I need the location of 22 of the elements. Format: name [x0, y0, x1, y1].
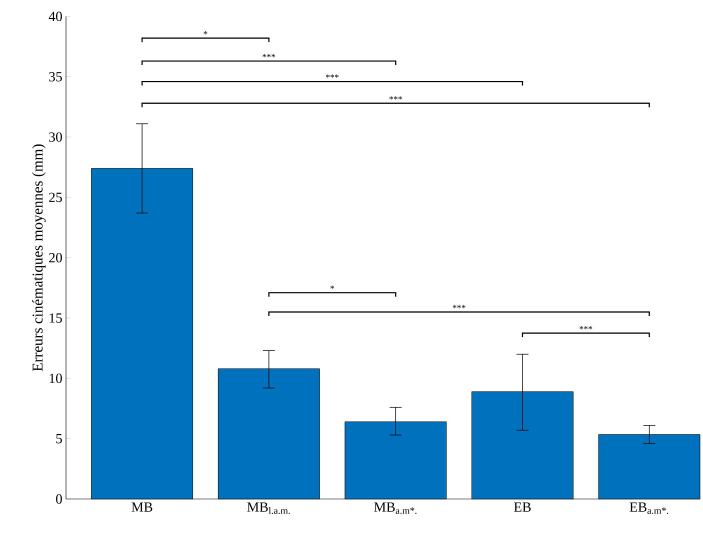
y-tick-label: 10 — [50, 374, 62, 384]
annotation: *** — [580, 326, 592, 330]
annotation: * — [330, 286, 334, 289]
annotation: * — [204, 31, 208, 34]
annotation: *** — [452, 304, 466, 308]
annotation: *** — [262, 54, 276, 58]
x-tick-label: MB — [132, 502, 152, 512]
y-axis-title: Erreurs cinématiques moyennes (mm) — [32, 144, 46, 372]
y-tick-label: 40 — [48, 12, 62, 22]
x-tick-label: EB — [514, 502, 531, 512]
y-tick-label: 30 — [49, 132, 62, 142]
x-tick-label: MB$_{l.a.m.}$ — [247, 502, 290, 514]
y-tick-label: 35 — [49, 72, 62, 82]
y-tick-label: 25 — [49, 192, 62, 202]
x-tick-label: MB$_{a.m*.}$ — [374, 502, 416, 514]
annotation: *** — [389, 96, 402, 100]
y-tick-label: 0 — [56, 494, 62, 504]
x-tick-label: EB$_{a.m*.}$ — [630, 502, 668, 514]
y-tick-label: 20 — [49, 252, 62, 262]
y-tick-label: 5 — [56, 434, 62, 444]
annotation: *** — [326, 74, 339, 78]
y-tick-label: 15 — [50, 313, 62, 323]
